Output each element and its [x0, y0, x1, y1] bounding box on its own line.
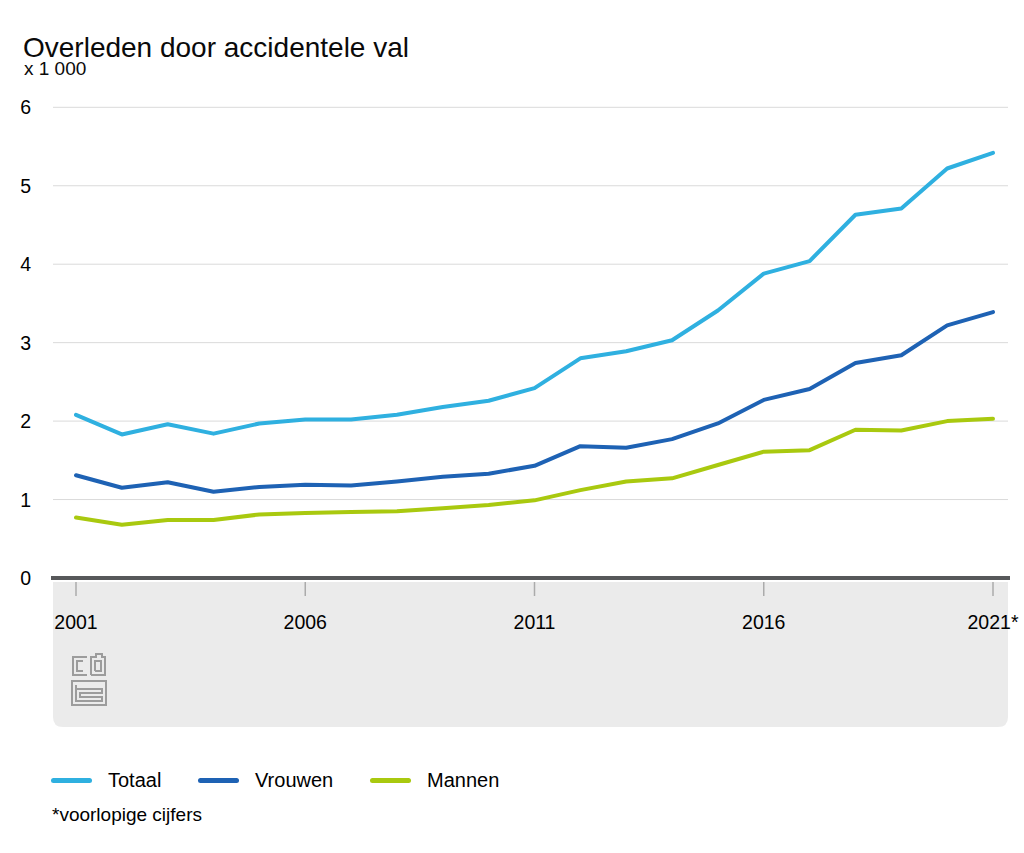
- legend-swatch-totaal: [51, 778, 92, 783]
- legend-label-mannen: Mannen: [427, 766, 499, 794]
- series-line-vrouwen: [76, 312, 993, 492]
- x-axis-label: 2021*: [968, 611, 1019, 633]
- legend-swatch-vrouwen: [198, 778, 239, 783]
- y-axis-label: 6: [20, 96, 31, 118]
- series-line-totaal: [76, 153, 993, 435]
- x-axis-label: 2016: [742, 611, 785, 633]
- legend-item-totaal: Totaal: [51, 766, 161, 794]
- y-axis-label: 0: [20, 567, 31, 589]
- legend-label-totaal: Totaal: [108, 766, 161, 794]
- legend-item-vrouwen: Vrouwen: [198, 766, 333, 794]
- y-axis-label: 5: [20, 175, 31, 197]
- chart-legend: Totaal Vrouwen Mannen: [0, 766, 1024, 794]
- y-axis-label: 4: [20, 253, 31, 275]
- x-axis-label: 2001: [54, 611, 97, 633]
- y-axis-label: 2: [20, 410, 31, 432]
- line-chart: 0 1 2 3 4 5 6 2001 2006 2011 2016 2021*: [0, 0, 1024, 853]
- legend-label-vrouwen: Vrouwen: [255, 766, 333, 794]
- legend-item-mannen: Mannen: [370, 766, 499, 794]
- y-axis-label: 1: [20, 489, 31, 511]
- chart-footnote: *voorlopige cijfers: [52, 804, 202, 826]
- x-axis-label: 2011: [514, 611, 556, 633]
- x-axis-band: [53, 582, 1008, 727]
- y-axis-label: 3: [20, 332, 31, 354]
- legend-swatch-mannen: [370, 778, 411, 783]
- x-axis-label: 2006: [284, 611, 327, 633]
